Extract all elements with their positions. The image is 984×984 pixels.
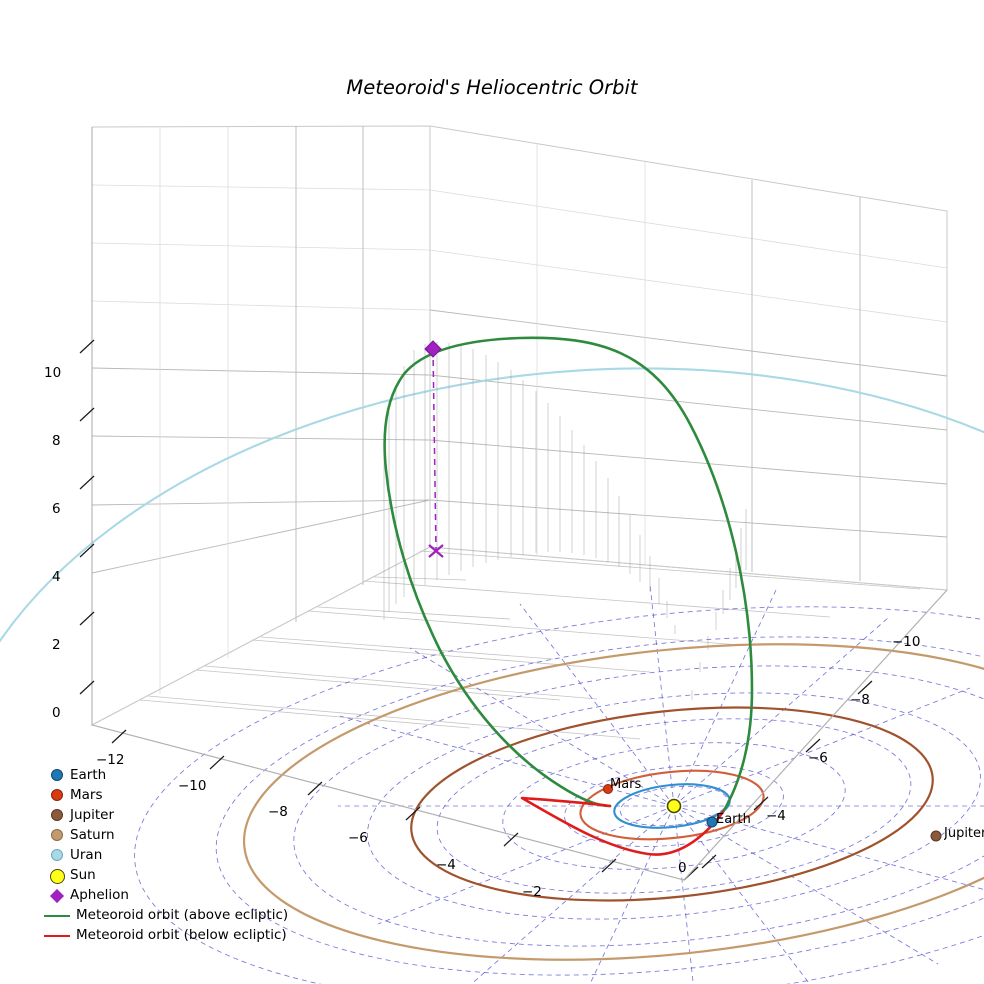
planet-orbits bbox=[0, 367, 984, 984]
meteoroid-orbit-above-ecliptic bbox=[383, 336, 754, 814]
aphelion-projection-x-icon bbox=[428, 544, 444, 558]
axis-x bbox=[91, 724, 699, 881]
pane-back-left bbox=[91, 125, 431, 726]
mars-marker bbox=[603, 784, 613, 794]
jupiter-marker bbox=[930, 830, 942, 842]
axis-z bbox=[79, 127, 95, 725]
aphelion-group bbox=[424, 340, 444, 558]
jupiter-orbit bbox=[410, 706, 934, 902]
meteoroid-orbit bbox=[383, 336, 754, 856]
meteoroid-orbit-below-ecliptic bbox=[520, 796, 725, 856]
planet-markers bbox=[603, 784, 942, 842]
polar-grid bbox=[134, 583, 984, 984]
orbit-droplines bbox=[383, 342, 747, 700]
sun-marker bbox=[666, 798, 682, 814]
uranus-orbit bbox=[0, 367, 984, 984]
mars-orbit bbox=[579, 769, 765, 841]
earth-marker bbox=[706, 816, 718, 828]
aphelion-marker bbox=[424, 340, 442, 358]
aphelion-projection-line bbox=[432, 348, 437, 552]
axis-y bbox=[683, 589, 948, 881]
saturn-orbit bbox=[242, 643, 984, 961]
pane-back-right bbox=[429, 125, 948, 591]
